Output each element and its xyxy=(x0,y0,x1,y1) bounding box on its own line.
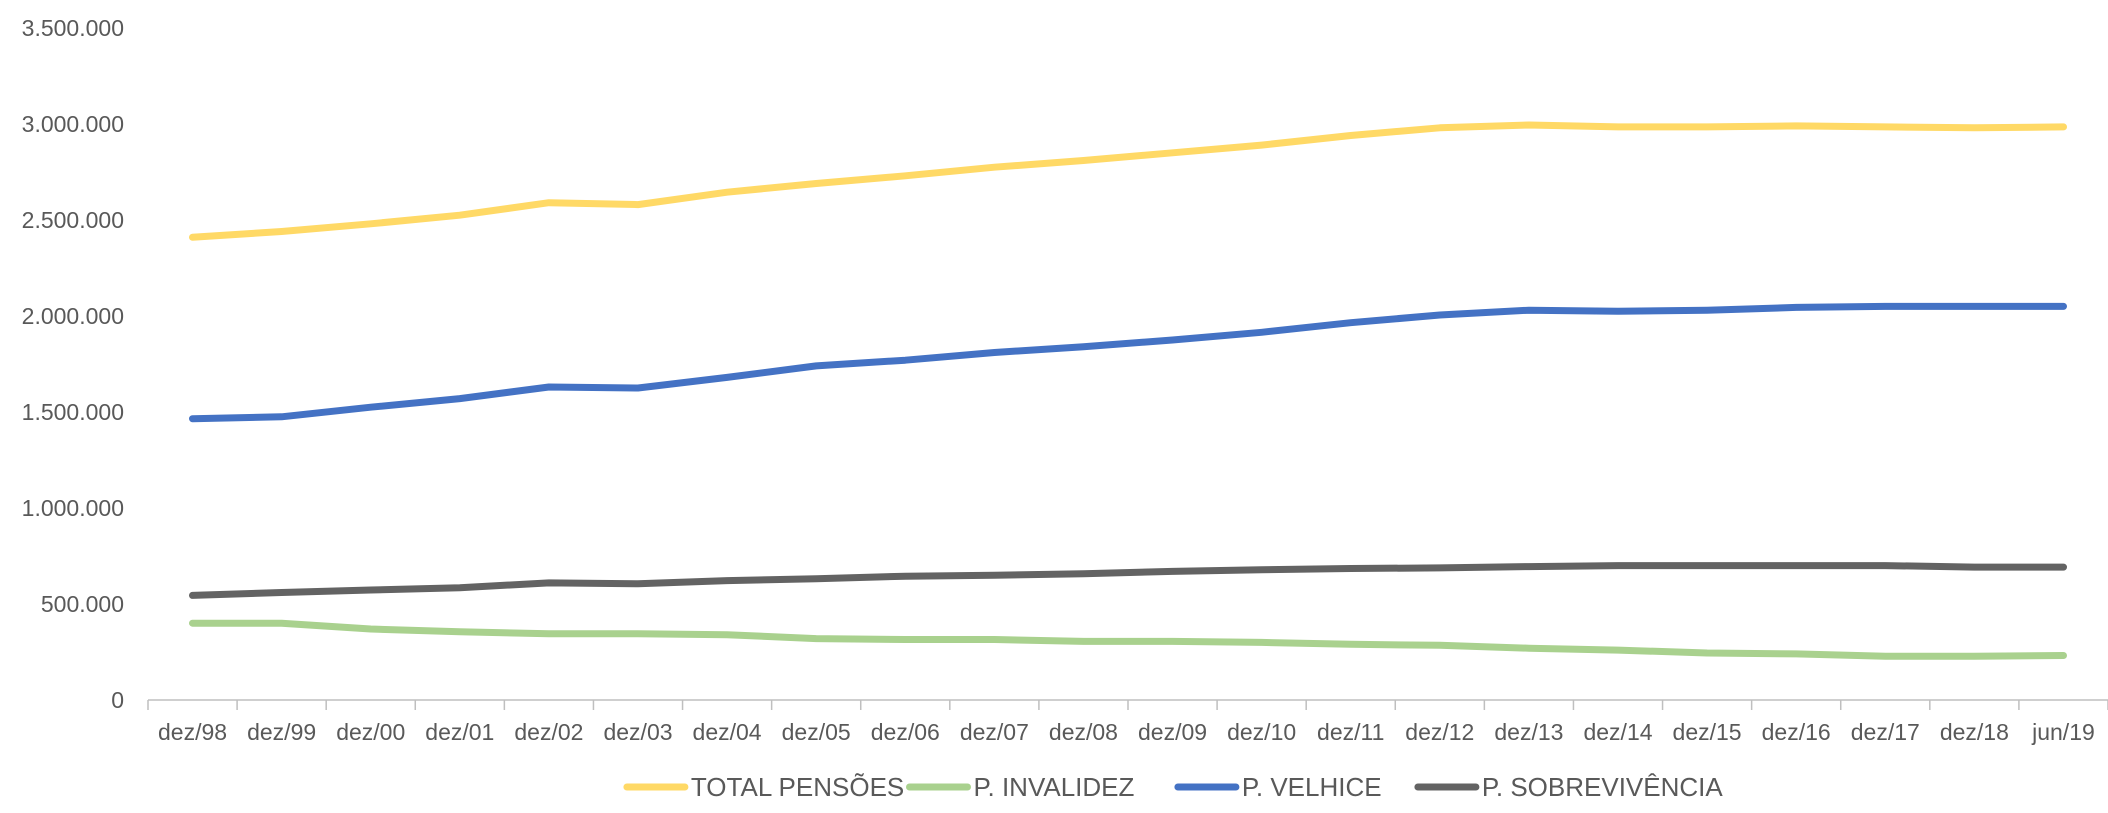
x-tick-label: dez/01 xyxy=(425,719,494,745)
x-tick-label: dez/11 xyxy=(1317,719,1384,745)
series-line-p-velhice xyxy=(189,302,2067,423)
x-tick-label: dez/04 xyxy=(693,719,762,745)
x-tick-label: dez/18 xyxy=(1940,719,2009,745)
legend-item: P. SOBREVIVÊNCIA xyxy=(1414,772,1723,802)
series-lines xyxy=(189,121,2067,660)
x-tick-label: dez/07 xyxy=(960,719,1029,745)
legend-label: P. INVALIDEZ xyxy=(974,772,1135,802)
x-tick-label: dez/10 xyxy=(1227,719,1296,745)
legend-item: P. VELHICE xyxy=(1174,772,1382,802)
series-line-p-sobrevivencia xyxy=(189,562,2067,599)
y-tick-label: 1.500.000 xyxy=(22,399,124,425)
series-line-p-invalidez xyxy=(189,619,2067,660)
y-tick-label: 2.000.000 xyxy=(22,303,124,329)
x-tick-label: dez/05 xyxy=(782,719,851,745)
x-axis-ticks xyxy=(147,700,2108,710)
x-tick-label: dez/16 xyxy=(1762,719,1831,745)
x-tick-label: dez/98 xyxy=(158,719,227,745)
y-tick-label: 0 xyxy=(111,687,124,713)
series-line-total-pensoes xyxy=(189,121,2067,241)
y-tick-label: 500.000 xyxy=(41,591,124,617)
x-tick-label: dez/03 xyxy=(603,719,672,745)
x-tick-label: dez/17 xyxy=(1851,719,1920,745)
x-tick-label: dez/13 xyxy=(1494,719,1563,745)
x-tick-label: dez/02 xyxy=(514,719,583,745)
x-axis-tick-labels: dez/98 dez/99 dez/00 dez/01 dez/02 dez/03 dez/… xyxy=(158,719,2095,745)
x-tick-label: dez/09 xyxy=(1138,719,1207,745)
legend-label: P. SOBREVIVÊNCIA xyxy=(1482,772,1723,802)
x-tick-label: jun/19 xyxy=(2031,719,2095,745)
legend-item: P. INVALIDEZ xyxy=(906,772,1135,802)
y-tick-label: 2.500.000 xyxy=(22,207,124,233)
x-tick-label: dez/99 xyxy=(247,719,316,745)
legend-item: TOTAL PENSÕES xyxy=(623,772,904,802)
legend: TOTAL PENSÕES P. INVALIDEZ P. VELHICE P. SO… xyxy=(623,772,1723,802)
y-tick-label: 3.000.000 xyxy=(22,111,124,137)
y-tick-label: 1.000.000 xyxy=(22,495,124,521)
y-tick-label: 3.500.000 xyxy=(22,15,124,41)
y-axis-tick-labels: 0 500.000 1.000.000 1.500.000 2.000.000 2.500… xyxy=(22,15,124,713)
x-tick-label: dez/12 xyxy=(1405,719,1474,745)
x-tick-label: dez/08 xyxy=(1049,719,1118,745)
x-tick-label: dez/00 xyxy=(336,719,405,745)
x-tick-label: dez/14 xyxy=(1583,719,1652,745)
x-tick-label: dez/06 xyxy=(871,719,940,745)
x-tick-label: dez/15 xyxy=(1673,719,1742,745)
legend-label: P. VELHICE xyxy=(1242,772,1382,802)
legend-label: TOTAL PENSÕES xyxy=(691,772,904,802)
